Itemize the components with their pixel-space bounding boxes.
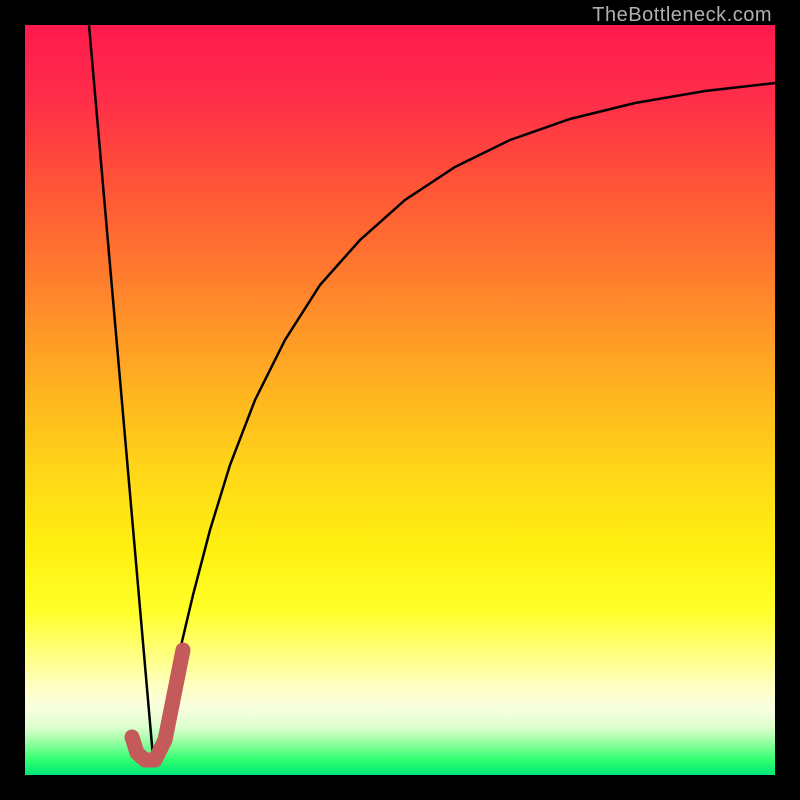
curve-right-ascent [153,83,775,757]
curve-left-descent [89,25,153,757]
j-marker [132,650,183,760]
curves-layer [25,25,775,775]
chart-container: TheBottleneck.com [0,0,800,800]
watermark-text: TheBottleneck.com [592,4,772,27]
plot-area [25,25,775,775]
